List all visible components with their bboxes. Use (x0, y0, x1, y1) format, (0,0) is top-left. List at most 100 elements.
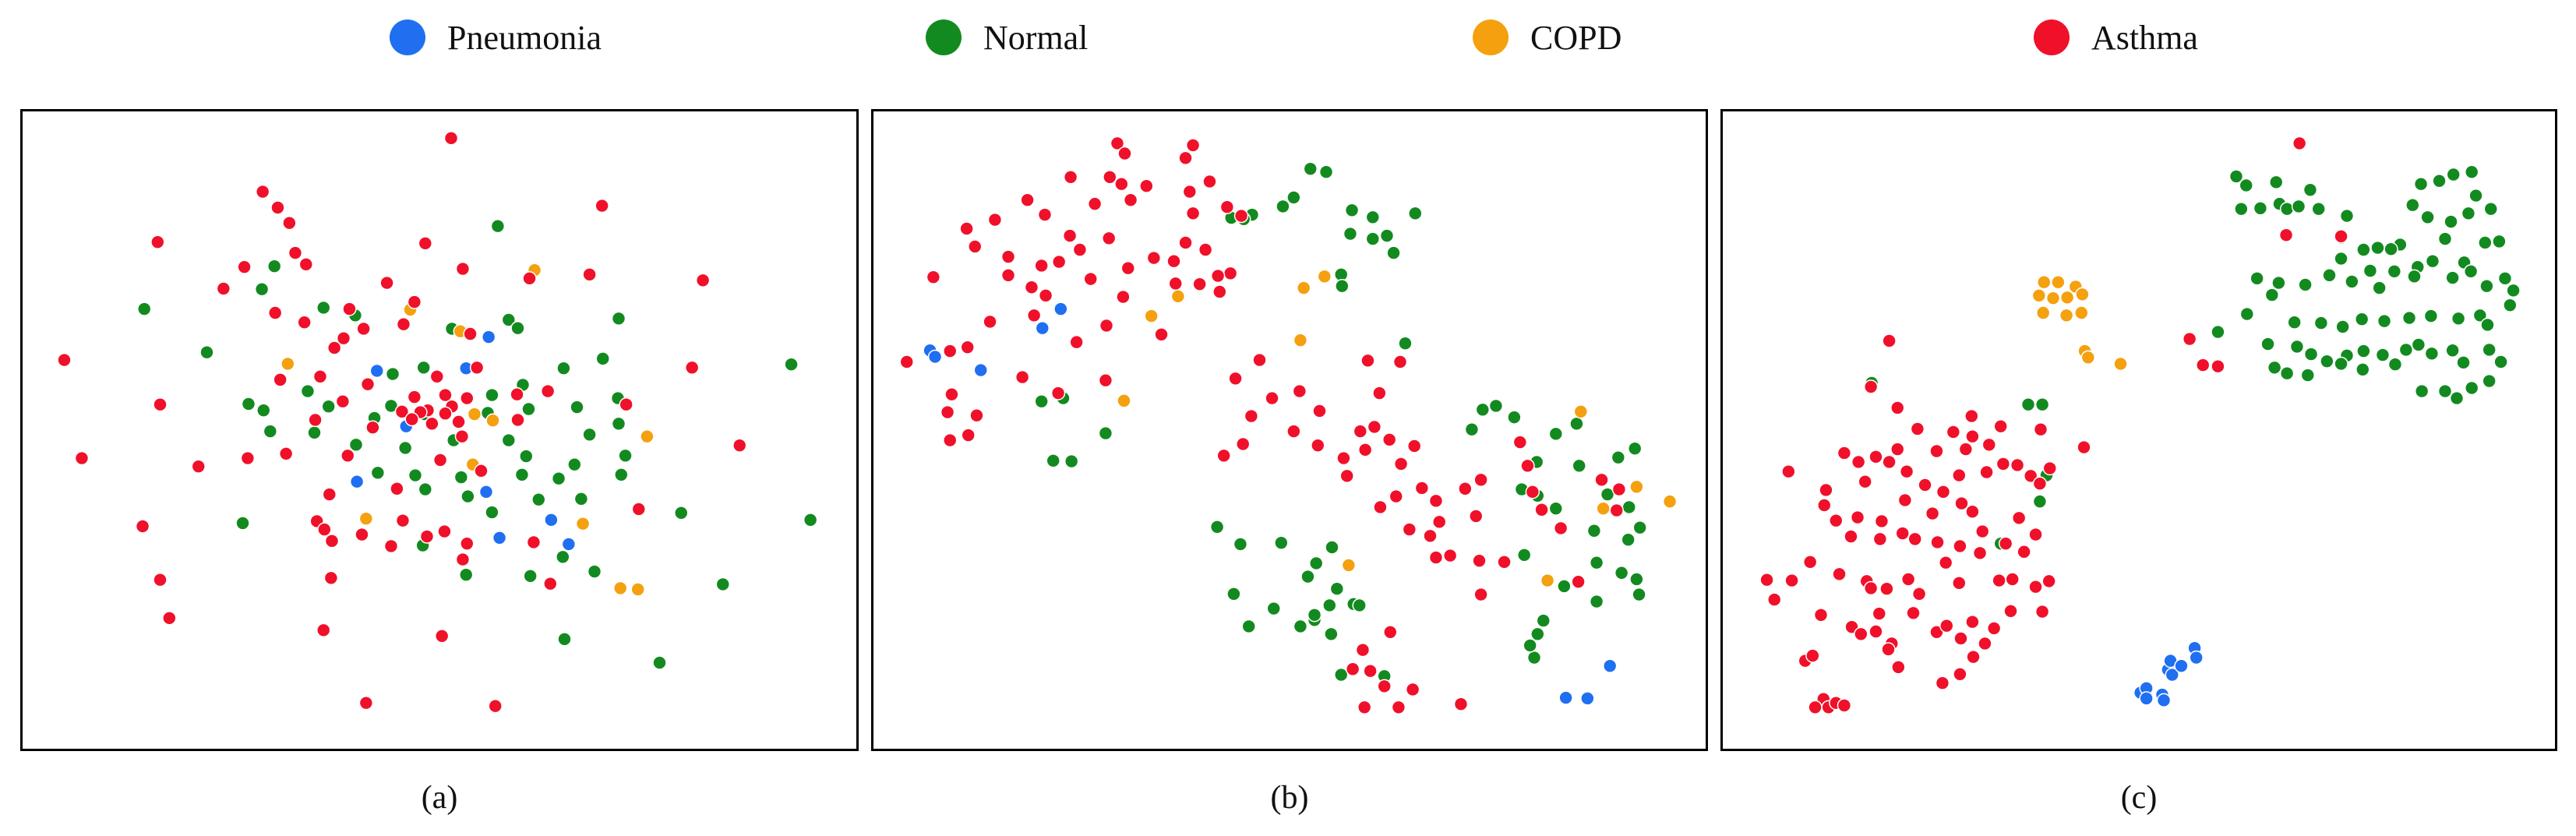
point-asthma-98 (1458, 481, 1473, 496)
point-asthma-17 (342, 302, 357, 316)
point-normal-85 (2482, 373, 2497, 389)
point-asthma-23 (1979, 464, 1994, 480)
point-asthma-99 (1469, 509, 1484, 524)
point-normal-87 (2020, 397, 2036, 412)
point-asthma-18 (1233, 208, 1249, 224)
point-normal-7 (1344, 203, 1360, 217)
point-normal-40 (618, 448, 633, 463)
point-copd-8 (358, 511, 374, 526)
point-normal-26 (1548, 426, 1563, 442)
point-asthma-19 (1882, 454, 1897, 470)
point-normal-47 (1209, 520, 1225, 534)
point-asthma-59 (474, 464, 489, 478)
point-asthma-7 (1139, 178, 1154, 193)
point-pneumonia-10 (2189, 650, 2204, 665)
point-asthma-2 (2334, 229, 2348, 244)
point-asthma-76 (1393, 457, 1409, 471)
point-asthma-74 (153, 573, 168, 587)
point-asthma-43 (1965, 504, 1980, 519)
point-normal-26 (2478, 235, 2493, 250)
point-asthma-98 (1872, 606, 1886, 621)
point-normal-13 (2413, 177, 2429, 192)
point-asthma-12 (959, 221, 974, 236)
point-asthma-73 (324, 534, 340, 549)
point-asthma-3 (2182, 331, 2197, 347)
point-normal-55 (2401, 310, 2417, 326)
point-normal-4 (2253, 201, 2268, 216)
point-asthma-87 (1442, 548, 1458, 563)
point-asthma-19 (297, 315, 312, 330)
point-copd-6 (2075, 287, 2090, 302)
legend-item-asthma: Asthma (2034, 14, 2198, 61)
point-normal-64 (1530, 626, 1545, 641)
point-copd-11 (1341, 558, 1357, 573)
point-normal-35 (2264, 287, 2280, 302)
point-asthma-30 (1918, 478, 1932, 492)
point-pneumonia-3 (2139, 691, 2154, 706)
point-asthma-57 (1759, 573, 1774, 587)
point-normal-34 (1600, 487, 1615, 502)
point-normal-44 (1629, 572, 1644, 587)
point-normal-17 (1034, 393, 1049, 409)
point-normal-31 (521, 401, 536, 417)
point-asthma-102 (1345, 661, 1360, 676)
point-normal-39 (567, 457, 582, 472)
point-normal-69 (2411, 337, 2426, 352)
point-asthma-46 (2032, 476, 2048, 491)
point-asthma-91 (1978, 636, 1992, 651)
point-asthma-78 (1939, 618, 1954, 633)
point-asthma-0 (1110, 136, 1125, 151)
point-asthma-56 (432, 453, 448, 467)
point-asthma-35 (1212, 284, 1227, 299)
point-asthma-26 (684, 360, 700, 375)
point-asthma-9 (237, 259, 252, 274)
point-normal-47 (2506, 283, 2521, 298)
point-asthma-30 (1024, 280, 1039, 295)
point-asthma-78 (162, 611, 177, 626)
point-asthma-11 (987, 212, 1003, 228)
point-asthma-53 (944, 387, 959, 402)
point-asthma-51 (510, 412, 525, 428)
point-normal-68 (2398, 342, 2414, 358)
point-asthma-44 (960, 340, 975, 355)
point-asthma-44 (1975, 524, 1990, 539)
point-asthma-21 (356, 321, 371, 337)
point-asthma-65 (631, 502, 646, 517)
point-asthma-32 (1146, 250, 1162, 266)
point-normal-50 (1325, 540, 1339, 555)
point-asthma-94 (1525, 485, 1540, 499)
point-asthma-44 (438, 406, 453, 421)
point-normal-82 (2437, 383, 2453, 399)
point-asthma-65 (1911, 587, 1927, 601)
point-asthma-75 (323, 570, 339, 585)
point-asthma-70 (2041, 573, 2056, 589)
point-normal-51 (1309, 556, 1324, 571)
point-asthma-68 (1311, 438, 1325, 453)
point-asthma-21 (1958, 442, 1974, 457)
point-pneumonia-7 (2165, 667, 2179, 683)
point-asthma-1 (2278, 228, 2294, 242)
point-normal-37 (501, 432, 517, 448)
point-normal-60 (2503, 298, 2518, 312)
point-asthma-77 (543, 576, 558, 591)
point-normal-19 (1098, 425, 1113, 441)
legend-marker-copd (1473, 19, 1509, 55)
point-normal-39 (1632, 520, 1647, 535)
point-asthma-104 (1377, 679, 1392, 693)
scatter-panel-a (20, 109, 859, 751)
point-asthma-9 (1202, 174, 1217, 189)
point-normal-16 (784, 357, 799, 372)
point-asthma-63 (395, 513, 411, 528)
point-asthma-39 (1874, 513, 1890, 529)
point-asthma-2 (1185, 138, 1201, 153)
point-normal-16 (2465, 164, 2479, 179)
point-normal-50 (2287, 315, 2302, 330)
point-asthma-58 (1784, 573, 1799, 588)
point-asthma-16 (1837, 446, 1852, 460)
point-normal-66 (2356, 344, 2371, 358)
point-normal-8 (1365, 210, 1380, 224)
point-asthma-67 (1286, 424, 1301, 439)
point-normal-12 (416, 360, 431, 375)
point-normal-8 (2303, 182, 2318, 197)
point-asthma-46 (1026, 308, 1042, 323)
